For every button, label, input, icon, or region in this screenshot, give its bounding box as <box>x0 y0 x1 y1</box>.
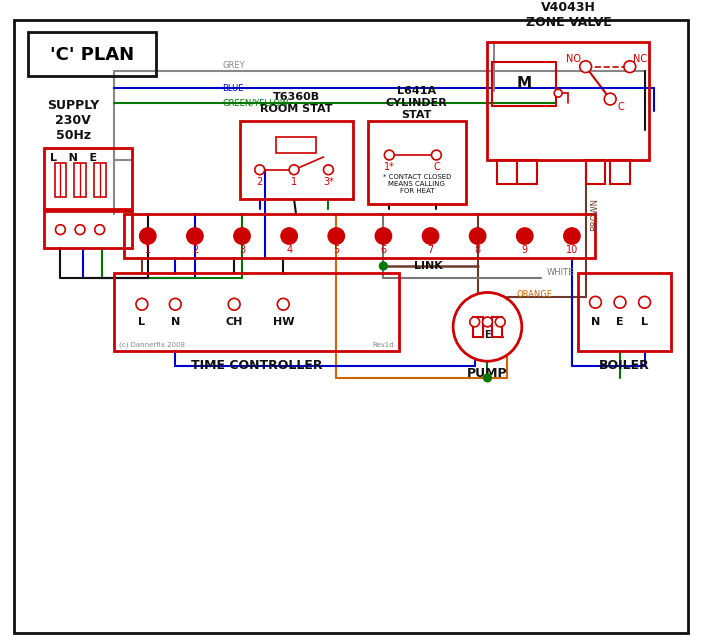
Text: TIME CONTROLLER: TIME CONTROLLER <box>191 358 322 372</box>
Circle shape <box>614 296 626 308</box>
Text: SUPPLY
230V
50Hz: SUPPLY 230V 50Hz <box>47 99 99 142</box>
Text: 3: 3 <box>239 245 245 254</box>
Text: C: C <box>433 162 439 172</box>
Text: PUMP: PUMP <box>467 367 508 381</box>
Text: NO: NO <box>567 54 581 64</box>
Circle shape <box>380 262 388 270</box>
Circle shape <box>234 228 250 244</box>
Text: HW: HW <box>272 317 294 327</box>
Text: N: N <box>591 317 600 327</box>
Text: E: E <box>484 329 491 340</box>
Text: LINK: LINK <box>414 261 443 271</box>
Circle shape <box>517 228 533 244</box>
Text: NC: NC <box>633 54 647 64</box>
Text: N: N <box>171 317 180 327</box>
Text: GREY: GREY <box>223 61 245 70</box>
Circle shape <box>580 61 592 72</box>
Circle shape <box>482 317 492 327</box>
Circle shape <box>385 150 395 160</box>
Text: T6360B
ROOM STAT: T6360B ROOM STAT <box>260 92 333 114</box>
Text: 3*: 3* <box>323 176 334 187</box>
Text: 9: 9 <box>522 245 528 254</box>
Text: 10: 10 <box>566 245 578 254</box>
Text: V4043H
ZONE VALVE: V4043H ZONE VALVE <box>526 1 611 29</box>
Text: N: N <box>470 329 479 340</box>
Text: M: M <box>516 76 531 91</box>
Circle shape <box>136 298 148 310</box>
Circle shape <box>639 296 651 308</box>
Circle shape <box>484 374 491 382</box>
Text: BOILER: BOILER <box>599 358 649 372</box>
Text: L: L <box>641 317 648 327</box>
Circle shape <box>95 225 105 235</box>
Text: WHITE: WHITE <box>546 268 574 277</box>
Text: 1*: 1* <box>384 162 395 172</box>
Text: E: E <box>616 317 624 327</box>
Text: 2: 2 <box>256 176 263 187</box>
Circle shape <box>169 298 181 310</box>
Circle shape <box>277 298 289 310</box>
Text: 5: 5 <box>333 245 339 254</box>
Circle shape <box>75 225 85 235</box>
Text: L: L <box>138 317 145 327</box>
Text: 8: 8 <box>475 245 481 254</box>
Text: ORANGE: ORANGE <box>517 290 553 299</box>
Text: * CONTACT CLOSED
MEANS CALLING
FOR HEAT: * CONTACT CLOSED MEANS CALLING FOR HEAT <box>383 174 451 194</box>
Circle shape <box>329 228 344 244</box>
Circle shape <box>187 228 203 244</box>
Text: L: L <box>497 329 503 340</box>
Text: BLUE: BLUE <box>223 84 244 93</box>
Circle shape <box>554 89 562 97</box>
Circle shape <box>496 317 505 327</box>
Circle shape <box>624 61 636 72</box>
Circle shape <box>55 225 65 235</box>
Circle shape <box>282 228 297 244</box>
Text: C: C <box>618 102 624 112</box>
Circle shape <box>228 298 240 310</box>
Circle shape <box>376 228 391 244</box>
Circle shape <box>140 228 156 244</box>
Circle shape <box>324 165 333 174</box>
Text: 2: 2 <box>192 245 198 254</box>
Text: BROWN: BROWN <box>590 197 600 231</box>
Circle shape <box>432 150 442 160</box>
Text: 1: 1 <box>145 245 151 254</box>
Text: (c) Dannerfix 2008: (c) Dannerfix 2008 <box>119 342 185 349</box>
Circle shape <box>453 292 522 361</box>
FancyBboxPatch shape <box>472 317 482 337</box>
Text: Rev1d: Rev1d <box>373 342 395 349</box>
Circle shape <box>590 296 602 308</box>
Text: L   N   E: L N E <box>50 153 97 163</box>
Circle shape <box>289 165 299 174</box>
Circle shape <box>470 228 486 244</box>
Circle shape <box>423 228 438 244</box>
Text: CH: CH <box>225 317 243 327</box>
Circle shape <box>470 317 479 327</box>
Text: L641A
CYLINDER
STAT: L641A CYLINDER STAT <box>386 87 448 120</box>
Text: 6: 6 <box>380 245 387 254</box>
Text: 'C' PLAN: 'C' PLAN <box>50 46 134 64</box>
Circle shape <box>564 228 580 244</box>
Circle shape <box>255 165 265 174</box>
Text: 7: 7 <box>428 245 434 254</box>
Text: 4: 4 <box>286 245 292 254</box>
Circle shape <box>604 93 616 105</box>
Text: GREEN/YELLOW: GREEN/YELLOW <box>223 99 289 108</box>
Text: 1: 1 <box>291 176 297 187</box>
FancyBboxPatch shape <box>492 317 502 337</box>
